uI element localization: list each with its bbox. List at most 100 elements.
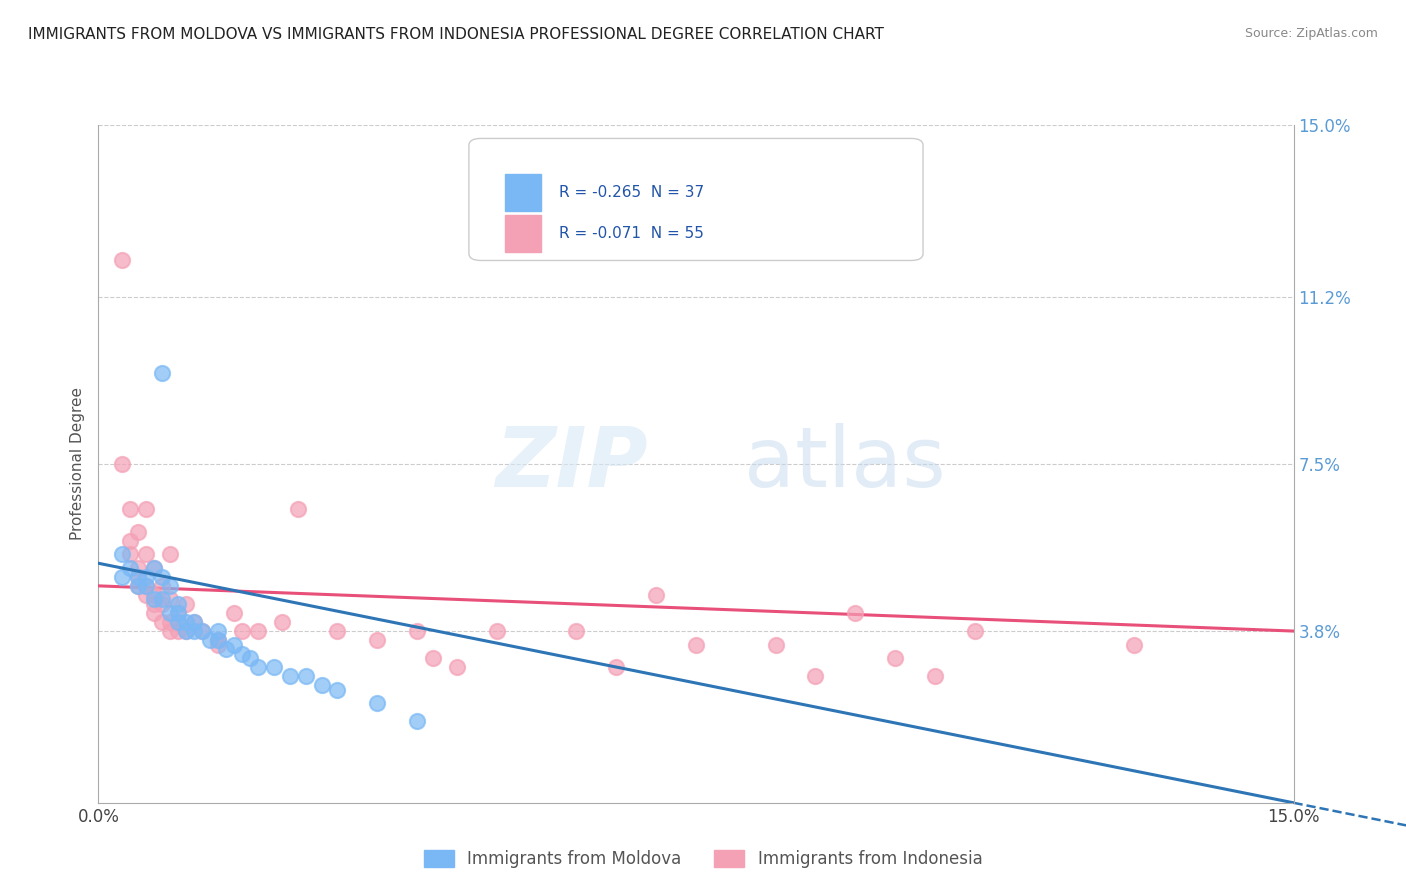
Point [159, 579, 181, 593]
Legend: Immigrants from Moldova, Immigrants from Indonesia: Immigrants from Moldova, Immigrants from… [416, 843, 990, 875]
Point [120, 533, 142, 548]
Point [135, 547, 157, 561]
Point [159, 624, 181, 638]
Point [150, 615, 173, 629]
Point [159, 615, 181, 629]
Point [422, 651, 444, 665]
Point [167, 606, 190, 620]
Point [135, 502, 157, 516]
Point [366, 633, 388, 648]
Point [174, 624, 197, 638]
Point [804, 669, 827, 683]
Point [183, 615, 205, 629]
Text: R = -0.265  N = 37: R = -0.265 N = 37 [558, 186, 703, 200]
Point [222, 606, 245, 620]
Point [167, 624, 190, 638]
Text: ZIP: ZIP [495, 424, 648, 504]
Point [231, 647, 253, 661]
Point [143, 606, 166, 620]
Point [1123, 638, 1146, 652]
Point [135, 588, 157, 602]
Point [246, 624, 269, 638]
Point [485, 624, 508, 638]
Point [143, 561, 166, 575]
Point [231, 624, 253, 638]
Point [111, 253, 134, 268]
Point [174, 597, 197, 611]
Point [215, 642, 238, 657]
Point [366, 697, 388, 711]
Point [120, 502, 142, 516]
Point [120, 561, 142, 575]
Y-axis label: Professional Degree: Professional Degree [70, 387, 86, 541]
Point [120, 547, 142, 561]
Point [127, 561, 149, 575]
Point [127, 524, 149, 539]
Text: R = -0.071  N = 55: R = -0.071 N = 55 [558, 226, 703, 241]
Point [143, 561, 166, 575]
Point [685, 638, 707, 652]
Point [311, 678, 333, 692]
Point [127, 570, 149, 584]
Point [127, 579, 149, 593]
Point [198, 633, 221, 648]
Point [127, 579, 149, 593]
Point [270, 615, 292, 629]
Point [207, 638, 229, 652]
Point [406, 714, 429, 729]
Point [207, 633, 229, 648]
Point [963, 624, 986, 638]
Point [446, 660, 468, 674]
Point [183, 624, 205, 638]
Bar [505, 215, 540, 252]
Point [167, 615, 190, 629]
Point [143, 592, 166, 607]
Point [167, 597, 190, 611]
Point [326, 682, 349, 697]
Point [135, 579, 157, 593]
Point [191, 624, 214, 638]
Point [143, 588, 166, 602]
Text: Source: ZipAtlas.com: Source: ZipAtlas.com [1244, 27, 1378, 40]
Point [207, 624, 229, 638]
Point [844, 606, 866, 620]
Point [150, 570, 173, 584]
Point [135, 570, 157, 584]
Point [159, 606, 181, 620]
Point [127, 570, 149, 584]
Point [150, 592, 173, 607]
Point [239, 651, 262, 665]
Point [565, 624, 588, 638]
Point [183, 615, 205, 629]
Point [884, 651, 907, 665]
Point [150, 367, 173, 381]
Text: IMMIGRANTS FROM MOLDOVA VS IMMIGRANTS FROM INDONESIA PROFESSIONAL DEGREE CORRELA: IMMIGRANTS FROM MOLDOVA VS IMMIGRANTS FR… [28, 27, 884, 42]
Point [207, 633, 229, 648]
Point [765, 638, 787, 652]
Point [167, 606, 190, 620]
Point [143, 597, 166, 611]
Point [135, 579, 157, 593]
Point [111, 547, 134, 561]
Point [263, 660, 285, 674]
Point [159, 547, 181, 561]
Point [174, 615, 197, 629]
Point [605, 660, 627, 674]
Point [406, 624, 429, 638]
Point [174, 624, 197, 638]
Bar [505, 174, 540, 211]
Point [111, 570, 134, 584]
Point [191, 624, 214, 638]
Point [167, 615, 190, 629]
Point [222, 638, 245, 652]
FancyBboxPatch shape [470, 138, 922, 260]
Text: atlas: atlas [744, 424, 945, 504]
Point [645, 588, 668, 602]
Point [150, 579, 173, 593]
Point [278, 669, 301, 683]
Point [246, 660, 269, 674]
Point [159, 592, 181, 607]
Point [326, 624, 349, 638]
Point [924, 669, 946, 683]
Point [287, 502, 309, 516]
